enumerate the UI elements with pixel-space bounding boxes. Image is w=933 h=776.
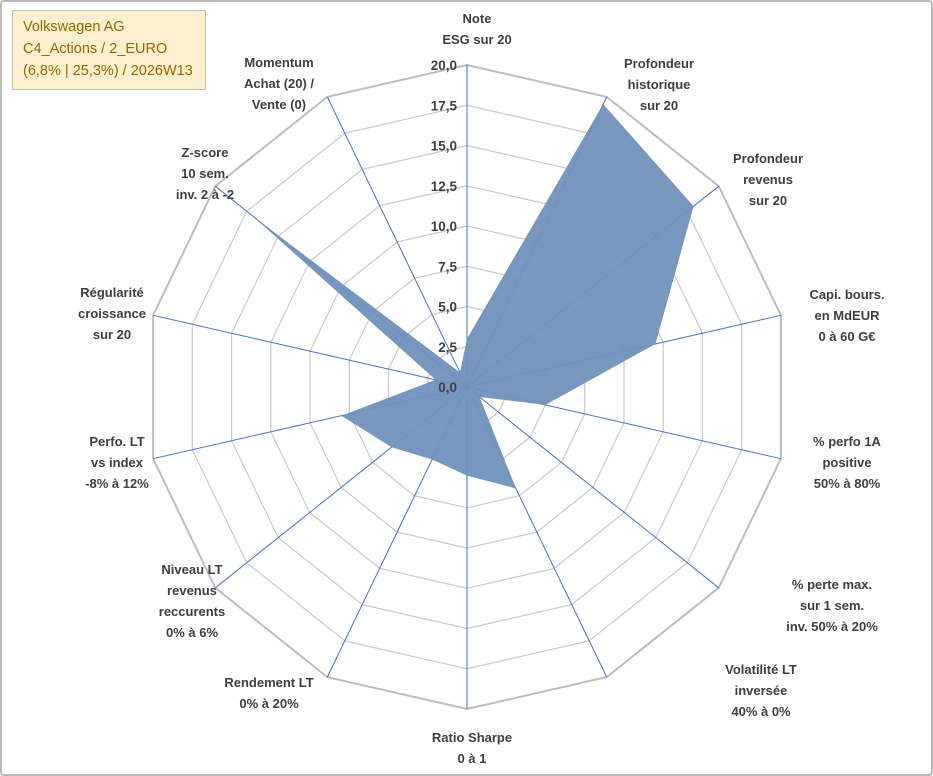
radial-tick-label: 2,5 [438,340,457,355]
axis-label-0: Note ESG sur 20 [442,11,512,47]
axis-label-4: % perfo 1A positive 50% à 80% [813,434,881,491]
radial-tick-label: 0,0 [438,380,457,395]
radial-tick-label: 10,0 [431,219,457,234]
radial-tick-label: 12,5 [431,179,458,194]
radial-tick-label: 7,5 [438,259,457,274]
title-line-3: (6,8% | 25,3%) / 2026W13 [23,63,193,79]
axis-label-7: Ratio Sharpe 0 à 1 [431,730,513,766]
axis-label-1: Profondeur historique sur 20 [623,56,695,113]
axis-label-5: % perte max. sur 1 sem. inv. 50% à 20% [786,577,878,634]
axis-label-10: Perfo. LT vs index -8% à 12% [85,434,149,491]
axis-label-9: Niveau LT revenus reccurents 0% à 6% [158,562,226,640]
axis-label-11: Régularité croissance sur 20 [78,285,146,342]
axis-label-6: Volatilité LT inversée 40% à 0% [725,662,797,719]
series-polygon [253,104,694,489]
radial-tick-label: 5,0 [438,300,457,315]
chart-title-box: Volkswagen AG C4_Actions / 2_EURO (6,8% … [12,10,206,90]
title-line-1: Volkswagen AG [23,19,125,35]
axis-label-2: Profondeur revenus sur 20 [732,151,804,208]
axis-label-3: Capi. bours. en MdEUR 0 à 60 G€ [809,287,885,344]
title-line-2: C4_Actions / 2_EURO [23,41,168,57]
radial-tick-label: 20,0 [431,58,457,73]
axis-label-12: Z-score 10 sem. inv. 2 à -2 [175,145,235,202]
radial-tick-label: 15,0 [431,139,457,154]
radial-tick-label: 17,5 [431,98,458,113]
axis-label-8: Rendement LT 0% à 20% [224,675,314,711]
axis-label-13: Momentum Achat (20) / Vente (0) [243,55,315,112]
